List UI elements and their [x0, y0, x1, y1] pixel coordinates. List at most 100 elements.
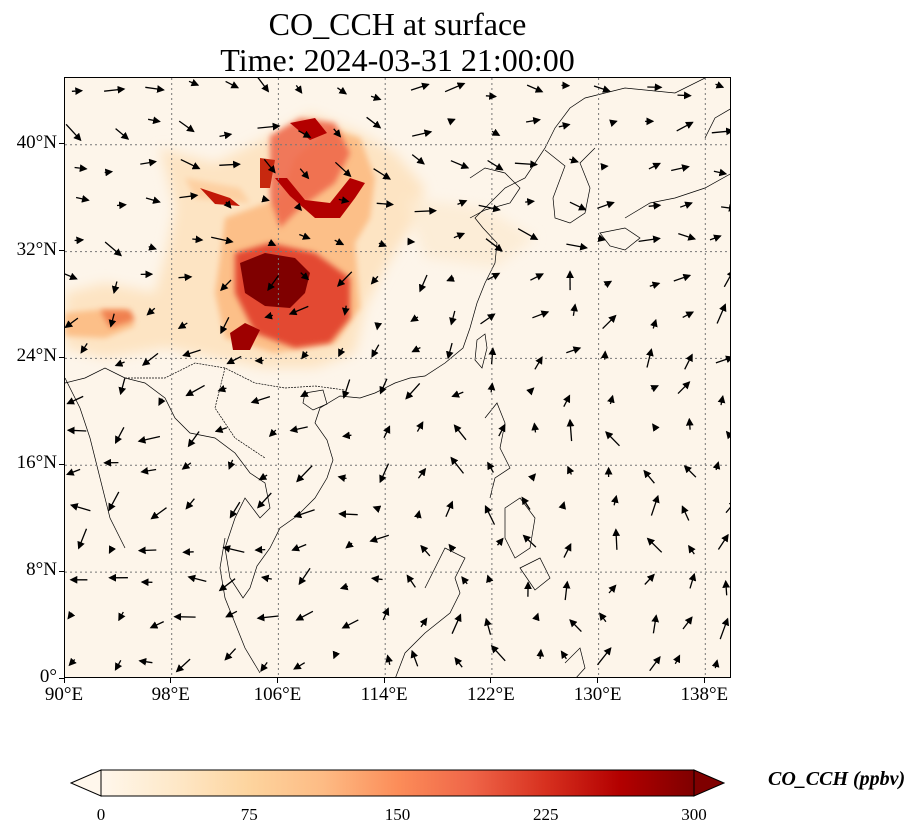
wind-arrow: [612, 528, 621, 550]
colorbar-tick-label: 0: [96, 805, 106, 824]
wind-arrow: [185, 498, 195, 510]
wind-arrow: [219, 160, 241, 169]
wind-arrow: [678, 232, 697, 241]
wind-arrow: [558, 122, 571, 130]
wind-arrow: [526, 387, 535, 396]
wind-arrow: [566, 418, 575, 442]
wind-arrow: [478, 204, 501, 213]
wind-arrow: [532, 310, 550, 319]
lon-tick-mark: [490, 678, 492, 683]
wind-arrow: [345, 540, 354, 549]
wind-arrow: [141, 352, 159, 366]
wind-arrow: [711, 659, 720, 669]
wind-arrow: [723, 269, 730, 288]
wind-arrow: [111, 281, 120, 294]
wind-arrow: [603, 280, 613, 289]
wind-arrow: [177, 321, 188, 329]
wind-arrow: [146, 307, 156, 316]
wind-arrow: [405, 382, 421, 400]
wind-arrow: [140, 466, 157, 475]
wind-arrow: [486, 574, 494, 584]
wind-arrow: [114, 659, 123, 671]
wind-arrow: [597, 201, 615, 209]
wind-arrow: [214, 425, 228, 433]
wind-arrow: [148, 243, 157, 251]
wind-arrow: [341, 619, 359, 629]
wind-arrow: [569, 156, 579, 164]
wind-arrow: [563, 394, 571, 407]
wind-arrow: [293, 202, 303, 211]
wind-arrow: [418, 274, 428, 293]
wind-arrow: [65, 123, 82, 142]
wind-arrow: [178, 120, 195, 133]
map-canvas: [65, 78, 730, 677]
wind-arrow: [114, 426, 125, 445]
wind-arrow: [68, 657, 77, 667]
wind-arrow: [178, 273, 193, 282]
wind-arrow: [341, 305, 350, 316]
wind-arrow: [67, 610, 76, 620]
wind-arrow: [608, 584, 617, 594]
wind-arrow: [137, 546, 157, 555]
wind-arrow: [567, 465, 575, 475]
wind-arrow: [682, 311, 695, 319]
wind-arrow: [570, 303, 578, 316]
wind-arrow: [114, 359, 125, 367]
wind-arrow: [487, 382, 496, 393]
wind-arrow: [66, 426, 87, 435]
wind-arrow: [185, 384, 205, 397]
colorbar-tick-label: 75: [240, 805, 258, 824]
wind-arrow: [374, 322, 383, 331]
wind-arrow: [417, 467, 427, 479]
wind-arrow: [187, 574, 207, 583]
wind-arrow: [558, 501, 567, 510]
wind-arrow: [299, 168, 310, 180]
wind-arrow: [487, 159, 504, 171]
wind-arrow: [411, 345, 421, 353]
wind-arrow: [298, 130, 312, 138]
wind-arrow: [379, 378, 388, 395]
wind-arrow: [531, 422, 540, 433]
wind-arrow: [373, 168, 391, 180]
wind-arrow: [180, 159, 201, 170]
wind-arrow: [525, 116, 541, 125]
wind-arrow: [711, 127, 730, 136]
wind-arrow: [65, 468, 81, 476]
colorbar-extend-max: [693, 769, 725, 797]
wind-arrow: [685, 417, 694, 430]
wind-arrow: [532, 612, 540, 622]
wind-arrow: [257, 78, 270, 93]
wind-arrow: [187, 431, 200, 448]
wind-arrow: [445, 500, 454, 517]
wind-arrow: [605, 431, 620, 447]
lat-tick-mark: [59, 463, 64, 465]
wind-arrow: [337, 86, 348, 95]
wind-arrow: [517, 228, 539, 241]
wind-arrow: [450, 456, 465, 474]
wind-arrow: [410, 649, 419, 667]
wind-arrow: [293, 662, 306, 670]
wind-arrow: [676, 121, 694, 132]
wind-arrow: [108, 313, 117, 328]
wind-arrow: [104, 85, 126, 94]
wind-arrow: [339, 582, 349, 591]
wind-arrow: [490, 644, 506, 662]
wind-arrow: [683, 465, 697, 478]
lon-tick-mark: [597, 678, 599, 683]
wind-arrow: [257, 492, 272, 509]
wind-arrow: [495, 537, 504, 547]
wind-arrow: [609, 119, 618, 127]
wind-arrow: [484, 617, 492, 635]
wind-arrow: [530, 273, 544, 281]
wind-arrow: [77, 528, 88, 550]
wind-arrow: [562, 580, 571, 601]
wind-arrow: [650, 318, 658, 329]
colorbar: [70, 769, 725, 797]
wind-arrow: [334, 161, 352, 178]
wind-arrow: [610, 494, 619, 506]
wind-arrow: [226, 355, 242, 365]
wind-arrow: [411, 154, 425, 165]
wind-arrow: [370, 275, 379, 285]
wind-arrow: [491, 128, 501, 136]
wind-arrow: [681, 505, 690, 521]
